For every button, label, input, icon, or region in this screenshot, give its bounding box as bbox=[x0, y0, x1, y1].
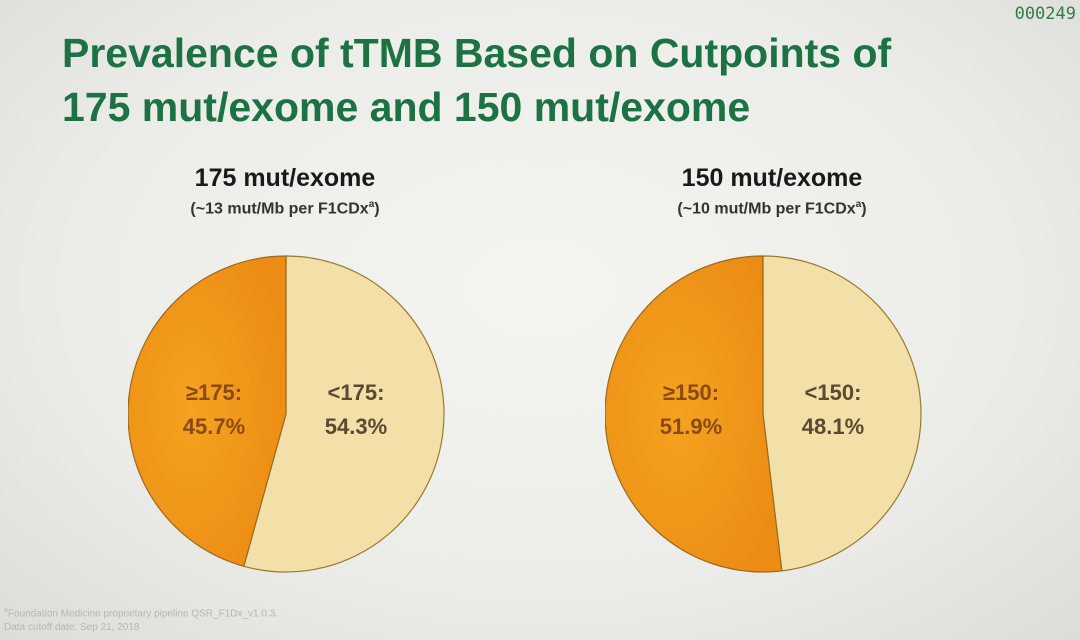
slide-number: 000249 bbox=[1014, 4, 1076, 24]
chart-header-150: 150 mut/exome (~10 mut/Mb per F1CDxa) bbox=[552, 163, 992, 221]
pie-slice-above-150 bbox=[605, 255, 783, 573]
pie-slice-below-150 bbox=[762, 255, 922, 572]
pie-chart-150: ≥150: 51.9% <150: 48.1% bbox=[605, 255, 922, 573]
chart-title-150: 150 mut/exome bbox=[681, 164, 863, 192]
slice-label-below-150: <150: 48.1% bbox=[802, 380, 864, 439]
chart-title-175: 175 mut/exome bbox=[194, 164, 376, 192]
pie-chart-175: ≥175: 45.7% <175: 54.3% bbox=[128, 255, 445, 573]
chart-subtitle-150: (~10 mut/Mb per F1CDxa) bbox=[677, 199, 867, 218]
footnotes: aFoundation Medicine proprietary pipelin… bbox=[4, 604, 278, 635]
slide-title-line2: 175 mut/exome and 150 mut/exome bbox=[62, 84, 751, 130]
chart-subtitle-175: (~13 mut/Mb per F1CDxa) bbox=[190, 199, 380, 218]
footnote-cutoff: Data cutoff date: Sep 21, 2018 bbox=[4, 622, 140, 634]
chart-header-175: 175 mut/exome (~13 mut/Mb per F1CDxa) bbox=[65, 163, 505, 221]
pie-slice-below-175 bbox=[243, 255, 445, 573]
footnote-pipeline: aFoundation Medicine proprietary pipelin… bbox=[4, 607, 279, 620]
slice-label-above-175: ≥175: 45.7% bbox=[183, 380, 245, 439]
slide-title-line1: Prevalence of tTMB Based on Cutpoints of bbox=[62, 30, 892, 76]
slice-label-below-175: <175: 54.3% bbox=[325, 380, 387, 439]
pie-slice-above-175 bbox=[128, 255, 287, 568]
slice-label-above-150: ≥150: 51.9% bbox=[660, 380, 722, 439]
slide-title: Prevalence of tTMB Based on Cutpoints of… bbox=[62, 26, 1022, 134]
